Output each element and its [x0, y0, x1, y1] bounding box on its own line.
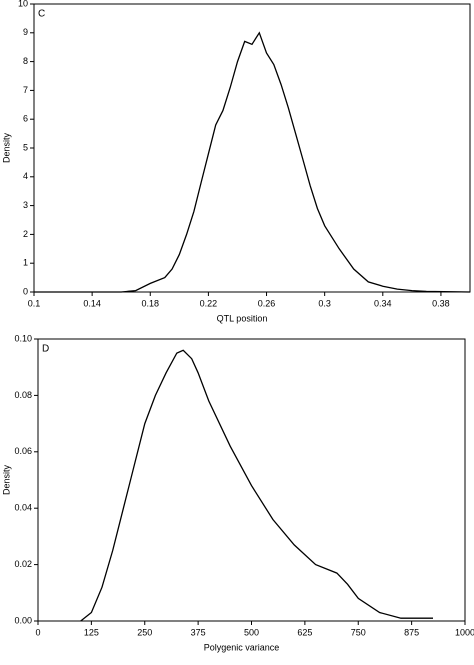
y-tick-label: 3: [23, 200, 28, 210]
y-tick-label: 0.02: [14, 559, 32, 569]
x-tick-label: 0.3: [318, 298, 331, 308]
x-tick-label: 625: [297, 627, 312, 637]
y-tick-label: 0.06: [14, 446, 32, 456]
x-axis-label: QTL position: [217, 313, 268, 323]
x-tick-label: 875: [404, 627, 419, 637]
y-tick-label: 0.08: [14, 390, 32, 400]
x-tick-label: 0.22: [200, 298, 218, 308]
x-tick-label: 0.1: [28, 298, 41, 308]
x-tick-label: 0.26: [258, 298, 276, 308]
y-tick-label: 2: [23, 229, 28, 239]
density-curve: [34, 31, 471, 293]
y-tick-label: 0.10: [14, 333, 32, 343]
y-tick-label: 8: [23, 56, 28, 66]
y-tick-label: 1: [23, 258, 28, 268]
y-tick-label: 0.00: [14, 615, 32, 625]
density-curve: [80, 349, 433, 622]
y-tick-label: 6: [23, 114, 28, 124]
x-tick-label: 125: [84, 627, 99, 637]
x-tick-label: 750: [351, 627, 366, 637]
x-tick-label: 0: [35, 627, 40, 637]
y-tick-label: 0.04: [14, 503, 32, 513]
x-tick-label: 0.18: [142, 298, 160, 308]
plot-frame: [33, 3, 471, 293]
y-axis-label: Density: [1, 464, 11, 495]
x-axis-label: Polygenic variance: [204, 642, 280, 652]
x-tick-label: 0.14: [83, 298, 101, 308]
y-tick-label: 4: [23, 171, 28, 181]
x-tick-label: 375: [191, 627, 206, 637]
y-tick-label: 10: [18, 0, 28, 8]
y-tick-label: 0: [23, 286, 28, 296]
y-tick-label: 7: [23, 85, 28, 95]
x-tick-label: 0.38: [432, 298, 450, 308]
y-tick-label: 5: [23, 142, 28, 152]
x-tick-label: 1000: [455, 627, 474, 637]
panel-label: D: [42, 344, 49, 355]
panel-label: C: [38, 9, 45, 20]
x-tick-label: 500: [244, 627, 259, 637]
x-tick-label: 0.34: [374, 298, 392, 308]
y-tick-label: 9: [23, 27, 28, 37]
x-tick-label: 250: [137, 627, 152, 637]
plot-frame: [37, 338, 466, 622]
y-axis-label: Density: [1, 132, 11, 163]
